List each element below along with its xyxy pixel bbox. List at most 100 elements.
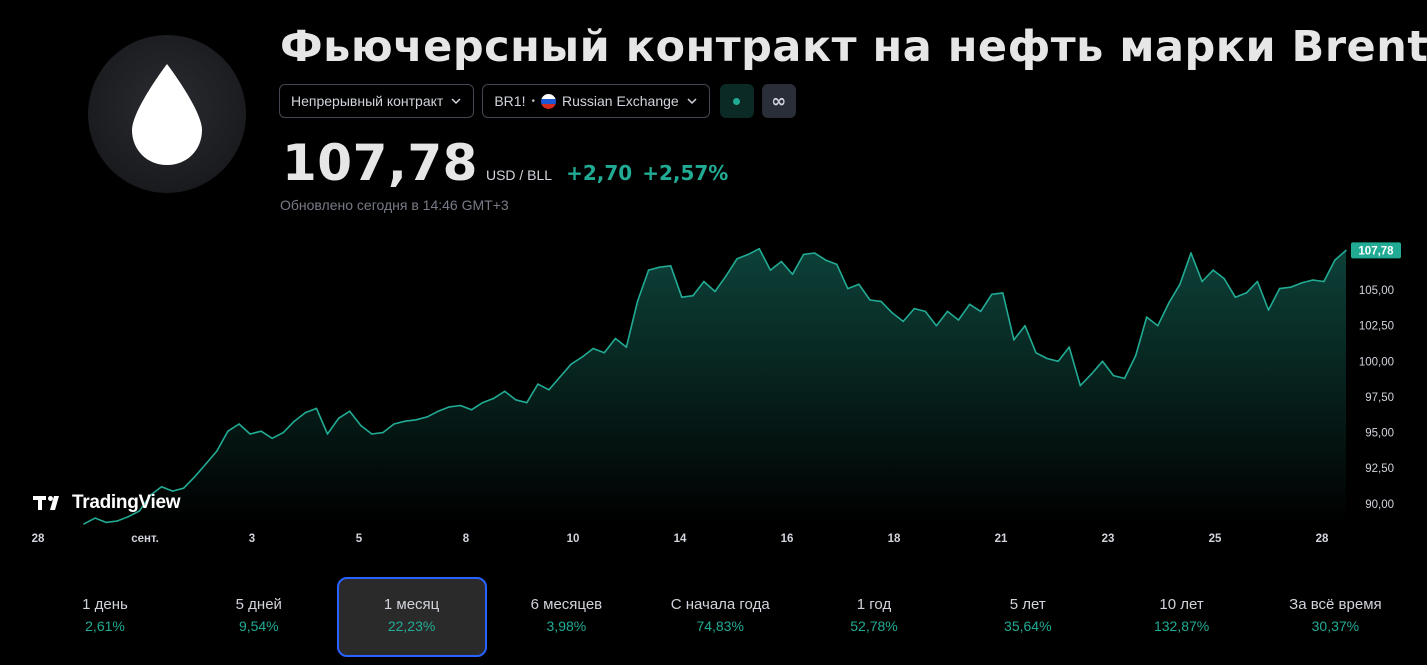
price-point bbox=[393, 423, 395, 425]
x-tick-label: 21 bbox=[995, 533, 1008, 545]
price-point bbox=[1234, 296, 1237, 298]
contract-type-select[interactable]: Непрерывный контракт bbox=[279, 84, 475, 118]
period-tab[interactable]: 6 месяцев 3,98% bbox=[491, 577, 641, 657]
period-tab[interactable]: 1 день 2,61% bbox=[30, 577, 180, 657]
last-price-badge bbox=[1351, 242, 1401, 259]
symbol-logo bbox=[88, 35, 246, 193]
price-point bbox=[991, 293, 993, 296]
price-point bbox=[603, 352, 606, 354]
updated-timestamp: Обновлено сегодня в 14:46 GMT+3 bbox=[280, 197, 509, 213]
oil-drop-icon bbox=[132, 64, 202, 165]
price-point bbox=[1013, 339, 1015, 341]
price-point bbox=[382, 431, 384, 434]
symbol-controls: Непрерывный контракт BR1! • Russian Exch… bbox=[279, 84, 796, 118]
period-change: 2,61% bbox=[85, 618, 125, 634]
x-tick-label: 5 bbox=[356, 533, 363, 545]
last-price: 107,78 bbox=[282, 134, 478, 192]
price-chart[interactable]: 105,00 102,50 100,00 97,50 95,00 92,50 90,00 10… bbox=[0, 225, 1427, 555]
period-tab[interactable]: За всё время 30,37% bbox=[1260, 577, 1410, 657]
price-point bbox=[625, 346, 628, 348]
y-tick-label: 97,50 bbox=[1365, 392, 1394, 404]
x-tick-label: 14 bbox=[674, 533, 687, 545]
y-tick-label: 90,00 bbox=[1365, 499, 1394, 511]
period-change: 9,54% bbox=[238, 618, 279, 634]
exchange-name: Russian Exchange bbox=[561, 93, 679, 109]
price-point bbox=[891, 312, 893, 314]
price-point bbox=[182, 487, 185, 490]
period-label: 10 лет bbox=[1159, 596, 1204, 613]
price-point bbox=[1145, 316, 1148, 318]
separator-dot: • bbox=[531, 95, 535, 107]
price-point bbox=[116, 520, 118, 522]
price-point bbox=[315, 407, 318, 410]
price-point bbox=[592, 347, 594, 350]
price-point bbox=[736, 257, 738, 260]
price-area-fill bbox=[84, 248, 1346, 524]
price-point bbox=[780, 260, 783, 263]
price-point bbox=[946, 310, 949, 313]
period-change: 22,23% bbox=[387, 618, 436, 634]
period-label: За всё время bbox=[1289, 596, 1382, 613]
period-change: 132,87% bbox=[1153, 618, 1210, 634]
period-tab[interactable]: 1 год 52,78% bbox=[799, 577, 949, 657]
price-unit: USD / BLL bbox=[485, 167, 553, 183]
price-point bbox=[371, 433, 373, 435]
price-point bbox=[1157, 324, 1159, 327]
price-point bbox=[1345, 249, 1347, 252]
price-point bbox=[470, 409, 473, 411]
period-label: 1 месяц bbox=[383, 596, 440, 613]
x-tick-label: 23 bbox=[1102, 533, 1115, 545]
price-point bbox=[1123, 377, 1126, 380]
period-tab[interactable]: С начала года 74,83% bbox=[645, 577, 795, 657]
price-point bbox=[227, 430, 229, 432]
price-point bbox=[105, 521, 107, 524]
symbol-code: BR1! bbox=[494, 93, 526, 109]
price-point bbox=[514, 399, 517, 401]
price-point bbox=[326, 433, 329, 435]
period-tab[interactable]: 5 дней 9,54% bbox=[184, 577, 334, 657]
price-point bbox=[692, 294, 694, 297]
period-change: 74,83% bbox=[696, 618, 744, 634]
price-point bbox=[348, 410, 351, 412]
infinity-icon: ∞ bbox=[771, 90, 787, 112]
price-point bbox=[913, 307, 916, 310]
price-point bbox=[492, 397, 495, 400]
price-point bbox=[858, 283, 860, 286]
x-tick-label: 18 bbox=[888, 533, 901, 545]
price-point bbox=[1035, 352, 1037, 354]
price-point bbox=[193, 476, 196, 478]
period-tab[interactable]: 5 лет 35,64% bbox=[953, 577, 1103, 657]
x-tick-label: 3 bbox=[249, 533, 255, 545]
price-point bbox=[238, 423, 240, 425]
period-tab[interactable]: 10 лет 132,87% bbox=[1107, 577, 1257, 657]
price-point bbox=[614, 337, 617, 340]
quote-row: 107,78 USD / BLL +2,70 +2,57% bbox=[282, 134, 728, 192]
price-point bbox=[581, 356, 583, 358]
period-label: С начала года bbox=[670, 596, 770, 613]
price-point bbox=[1079, 384, 1082, 387]
chevron-down-icon bbox=[451, 98, 461, 105]
contract-type-label: Непрерывный контракт bbox=[291, 93, 444, 109]
chevron-down-icon bbox=[687, 98, 697, 105]
price-point bbox=[1278, 287, 1281, 290]
market-status-button[interactable] bbox=[719, 84, 754, 118]
price-point bbox=[570, 363, 572, 365]
price-point bbox=[503, 390, 506, 393]
price-change-percent: +2,57% bbox=[642, 161, 729, 185]
price-point bbox=[824, 259, 827, 261]
price-point bbox=[205, 463, 207, 465]
price-point bbox=[836, 263, 838, 266]
price-point bbox=[448, 406, 451, 408]
price-point bbox=[902, 320, 904, 323]
price-point bbox=[1212, 269, 1214, 271]
price-point bbox=[282, 431, 285, 434]
price-point bbox=[703, 280, 705, 283]
price-point bbox=[1179, 283, 1181, 286]
price-point bbox=[957, 319, 960, 321]
period-tab[interactable]: 1 месяц 22,23% bbox=[336, 577, 487, 657]
continuous-button[interactable]: ∞ bbox=[761, 84, 796, 118]
symbol-select[interactable]: BR1! • Russian Exchange bbox=[482, 84, 710, 118]
price-point bbox=[1334, 259, 1336, 261]
price-point bbox=[404, 420, 406, 422]
price-point bbox=[880, 300, 882, 303]
